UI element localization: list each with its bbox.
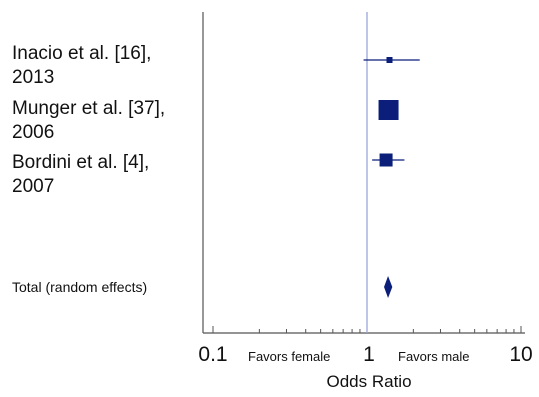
x-tick-label-10: 10 — [509, 343, 533, 366]
study-label-munger-line1: Munger et al. [37], — [12, 98, 166, 119]
study-marks — [363, 57, 420, 167]
x-tick-label-1: 1 — [363, 343, 375, 366]
total-diamond — [384, 276, 393, 298]
study-label-inacio: Inacio et al. [16], 2013 — [12, 42, 151, 90]
favors-female-label: Favors female — [248, 349, 331, 364]
favors-male-label: Favors male — [398, 349, 470, 364]
study-label-bordini-line1: Bordini et al. [4], — [12, 152, 150, 173]
total-label: Total (random effects) — [12, 279, 148, 295]
study-label-bordini-line2: 2007 — [12, 176, 55, 197]
study-point-marker — [379, 153, 393, 167]
study-label-munger: Munger et al. [37], 2006 — [12, 97, 165, 145]
study-label-munger-line2: 2006 — [12, 122, 55, 143]
study-point-marker — [386, 57, 393, 63]
study-label-inacio-line1: Inacio et al. [16], — [12, 43, 152, 64]
study-point-marker — [378, 100, 399, 120]
study-label-inacio-line2: 2013 — [12, 67, 55, 88]
x-axis-title: Odds Ratio — [326, 372, 412, 391]
x-tick-label-0-1: 0.1 — [198, 343, 228, 366]
study-label-bordini: Bordini et al. [4], 2007 — [12, 151, 149, 199]
